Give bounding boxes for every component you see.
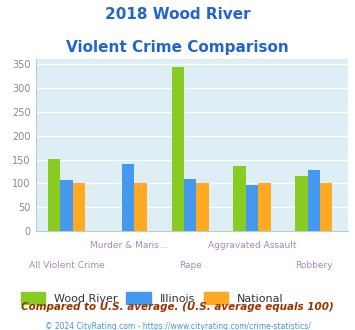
Text: Murder & Mans...: Murder & Mans...: [89, 241, 167, 250]
Bar: [258, 183, 271, 231]
Bar: [196, 183, 209, 231]
Bar: [48, 158, 60, 231]
Legend: Wood River, Illinois, National: Wood River, Illinois, National: [16, 288, 288, 308]
Bar: [246, 185, 258, 231]
Bar: [234, 166, 246, 231]
Bar: [122, 164, 135, 231]
Bar: [308, 170, 320, 231]
Bar: [184, 179, 196, 231]
Text: 2018 Wood River: 2018 Wood River: [105, 7, 250, 21]
Text: Compared to U.S. average. (U.S. average equals 100): Compared to U.S. average. (U.S. average …: [21, 302, 334, 312]
Text: Aggravated Assault: Aggravated Assault: [208, 241, 296, 250]
Text: Rape: Rape: [179, 261, 202, 270]
Bar: [73, 183, 85, 231]
Text: All Violent Crime: All Violent Crime: [28, 261, 104, 270]
Bar: [171, 67, 184, 231]
Bar: [60, 180, 73, 231]
Text: Robbery: Robbery: [295, 261, 333, 270]
Bar: [320, 183, 332, 231]
Bar: [295, 176, 308, 231]
Bar: [135, 183, 147, 231]
Text: Violent Crime Comparison: Violent Crime Comparison: [66, 40, 289, 54]
Text: © 2024 CityRating.com - https://www.cityrating.com/crime-statistics/: © 2024 CityRating.com - https://www.city…: [45, 322, 310, 330]
